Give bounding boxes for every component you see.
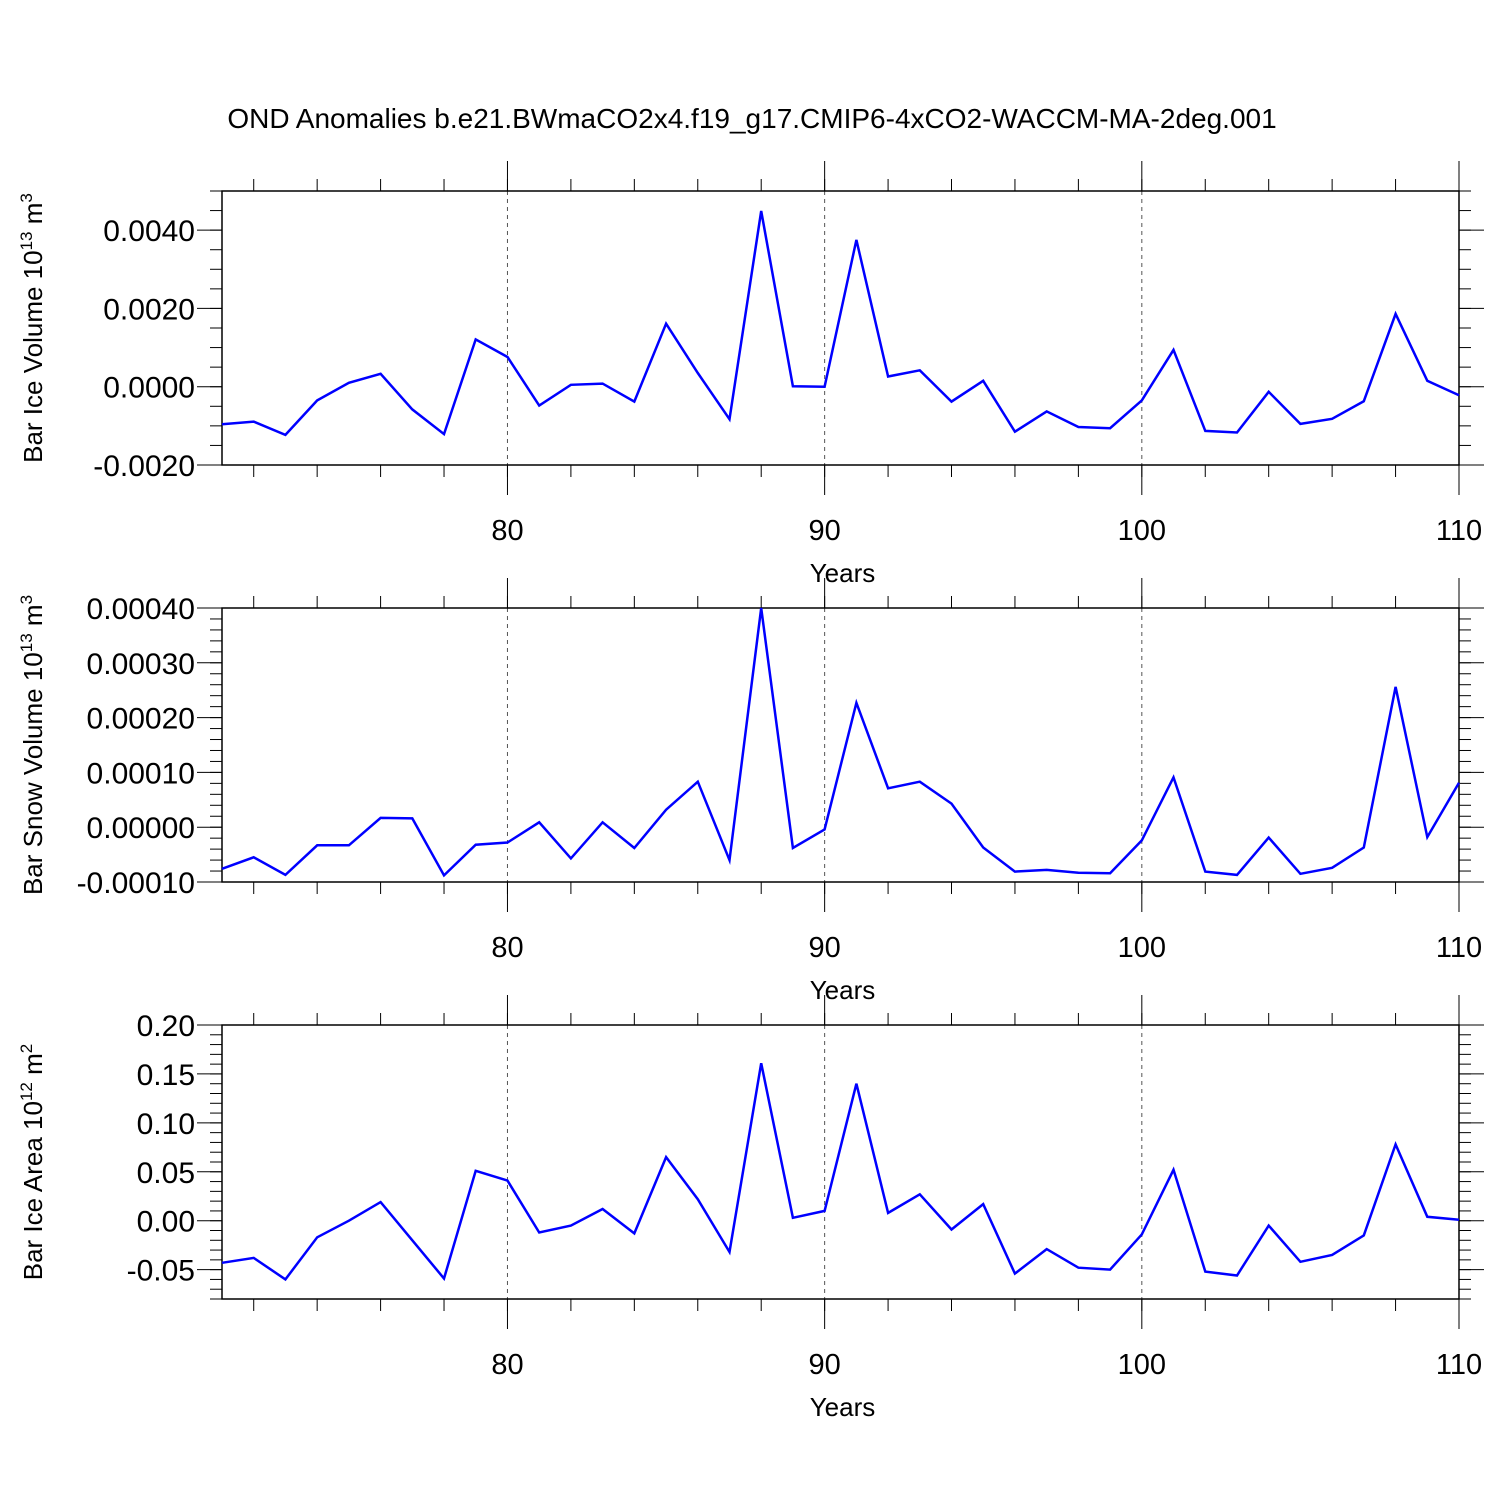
y-tick-label: -0.0020: [93, 450, 195, 483]
plot-frame: [221, 1024, 1460, 1300]
series-line: [221, 1062, 1460, 1282]
panel-1: 80 90 100 110 Years -0.0020 0.0000 0.0020 0.0040…: [17, 161, 1484, 588]
x-tick-label: 90: [809, 1349, 841, 1381]
y-tick-label: 0.20: [137, 1010, 195, 1043]
x-tick-label: 90: [809, 932, 841, 964]
y-tick-label: 0.00: [137, 1206, 195, 1239]
x-tick-label: 110: [1436, 932, 1482, 964]
y-tick-label: -0.00010: [77, 867, 195, 900]
y-tick-label: 0.00030: [87, 648, 195, 681]
panel-3: 80 90 100 110 Years -0.05 0.00 0.05 0.10 0.15 0.20…: [17, 995, 1484, 1422]
figure-title: OND Anomalies b.e21.BWmaCO2x4.f19_g17.CM…: [227, 103, 1276, 134]
x-tick-label: 80: [491, 515, 523, 547]
x-tick-label: 100: [1118, 1349, 1166, 1381]
x-tick-label: 100: [1118, 932, 1166, 964]
x-tick-label: 110: [1436, 1349, 1482, 1381]
panel-2: 80 90 100 110 Years -0.00010 0.00000 0.00010 0.0…: [17, 578, 1484, 1005]
x-tick-label: 100: [1118, 515, 1166, 547]
y-tick-label: 0.15: [137, 1059, 195, 1092]
x-tick-label: 80: [491, 1349, 523, 1381]
y-axis-label: Bar Ice Volume 1013 m3: [17, 193, 48, 463]
x-tick-label: 90: [809, 515, 841, 547]
y-axis-label: Bar Ice Area 1012 m2: [17, 1044, 48, 1281]
y-tick-label: 0.00000: [87, 812, 195, 845]
plot-frame: [221, 607, 1460, 883]
x-axis-label: Years: [810, 1392, 876, 1422]
y-tick-label: 0.0000: [103, 372, 195, 405]
series-line: [221, 607, 1461, 878]
y-tick-label: 0.0020: [103, 293, 195, 326]
x-axis-label: Years: [810, 975, 876, 1005]
x-axis-label: Years: [810, 558, 876, 588]
x-tick-label: 110: [1436, 515, 1482, 547]
y-tick-label: 0.05: [137, 1157, 195, 1190]
y-tick-label: 0.00020: [87, 703, 195, 736]
x-tick-label: 80: [491, 932, 523, 964]
y-tick-label: 0.10: [137, 1108, 195, 1141]
y-tick-label: 0.00040: [87, 593, 195, 626]
y-tick-label: 0.00010: [87, 757, 195, 790]
y-axis-label: Bar Snow Volume 1013 m3: [17, 595, 48, 895]
series-line: [221, 210, 1460, 437]
panels: 80 90 100 110 Years -0.0020 0.0000 0.0020 0.0040…: [17, 161, 1484, 1422]
y-tick-label: -0.05: [127, 1255, 195, 1288]
plot-frame: [221, 190, 1460, 466]
y-tick-label: 0.0040: [103, 215, 195, 248]
